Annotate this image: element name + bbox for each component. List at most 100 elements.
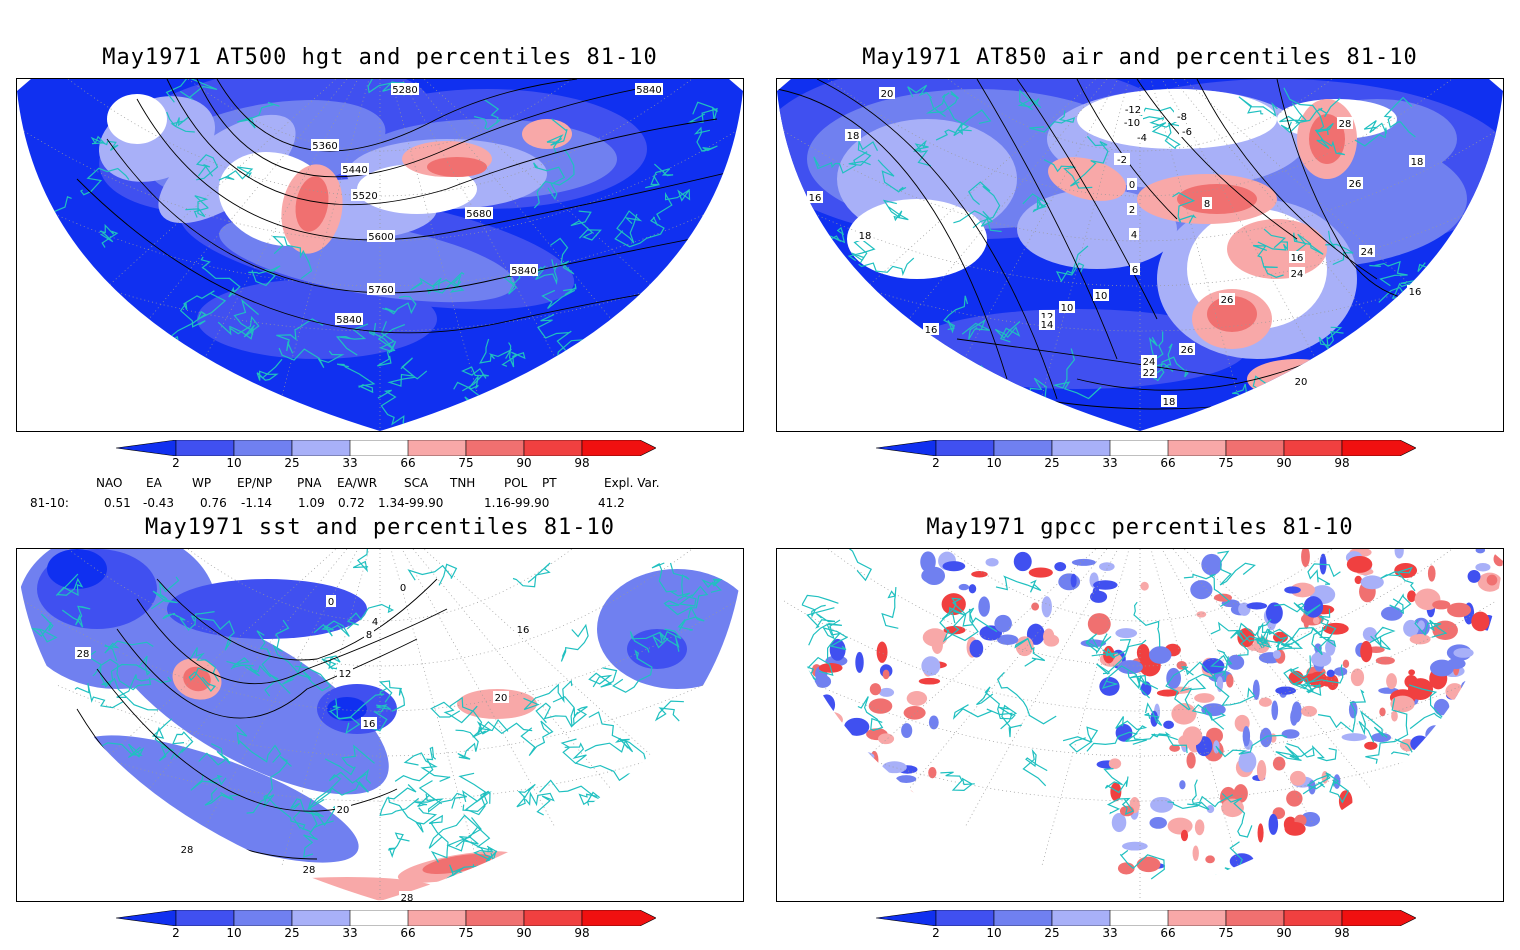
coastline xyxy=(218,166,254,181)
map-hgt500-svg: 5280 5840 5360 5440 5520 5680 5600 5840 5760 5840 xyxy=(17,79,743,431)
coastline xyxy=(524,791,555,816)
precip-anomaly-cell xyxy=(918,677,941,685)
coastline xyxy=(1070,135,1109,187)
colorbar-swatches xyxy=(116,440,656,456)
coastline xyxy=(428,814,493,852)
contour-label: -12 xyxy=(1122,103,1144,116)
tc-header: EA xyxy=(146,476,162,490)
coastline xyxy=(407,563,458,586)
coastline xyxy=(425,792,467,814)
coastline xyxy=(162,611,215,631)
precip-anomaly-cell xyxy=(1275,686,1297,695)
coastline xyxy=(535,702,579,728)
coastline xyxy=(523,679,573,711)
precip-anomaly-cell xyxy=(1451,752,1461,767)
coastline xyxy=(1151,122,1183,150)
precip-anomaly-cell xyxy=(1414,818,1422,830)
precip-anomaly-cell xyxy=(971,571,988,578)
colorbar-tick-label: 90 xyxy=(1276,456,1292,470)
precip-anomaly-cell xyxy=(1205,855,1215,864)
coastline xyxy=(1380,566,1416,592)
colorbar-segment xyxy=(523,440,583,456)
coastline xyxy=(995,575,1042,593)
precip-anomaly-cell xyxy=(1194,693,1215,703)
coastline xyxy=(582,354,609,369)
tc-header: PNA xyxy=(297,476,322,490)
precip-anomaly-cell xyxy=(1117,660,1143,675)
precip-anomaly-cell xyxy=(1386,855,1401,866)
svg-text:26: 26 xyxy=(1221,295,1234,306)
precip-anomaly-cell xyxy=(862,771,878,788)
coastline xyxy=(697,266,721,290)
svg-text:20: 20 xyxy=(881,89,894,100)
shaded-anomaly-region xyxy=(422,854,492,874)
contour-label: 18 xyxy=(857,229,873,242)
precip-anomaly-cell xyxy=(1041,596,1052,618)
precip-anomaly-cell xyxy=(921,656,941,676)
precip-anomaly-cell xyxy=(1115,628,1138,639)
precip-anomaly-cell xyxy=(843,752,868,762)
coastline xyxy=(943,295,969,334)
contour-label: 5840 xyxy=(510,264,538,277)
precip-anomaly-cell xyxy=(1445,683,1464,700)
svg-text:0: 0 xyxy=(400,583,406,594)
precip-anomaly-cell xyxy=(869,683,882,696)
precip-anomaly-cell xyxy=(1196,611,1207,618)
precip-anomaly-cell xyxy=(1463,779,1480,798)
coastline xyxy=(661,815,702,840)
coastline xyxy=(403,752,451,782)
coastline xyxy=(190,615,235,651)
precip-anomaly-cell xyxy=(1310,651,1332,667)
colorbar-hgt500: 2 10 25 33 66 75 90 98 xyxy=(116,440,656,480)
precip-anomaly-cell xyxy=(1333,667,1348,676)
svg-text:5680: 5680 xyxy=(466,209,491,220)
precip-anomaly-cell xyxy=(857,752,875,762)
coastline xyxy=(248,265,281,287)
precip-anomaly-cell xyxy=(1307,847,1329,870)
coastline xyxy=(377,389,405,427)
precip-anomaly-cell xyxy=(1149,646,1172,664)
coastline xyxy=(805,549,873,582)
colorbar-segment xyxy=(993,910,1053,926)
precip-anomaly-cell xyxy=(1493,636,1503,643)
precip-anomaly-cell xyxy=(1462,799,1474,814)
contour-label: 5440 xyxy=(341,163,369,176)
precip-anomaly-cell xyxy=(1401,825,1424,844)
coastline xyxy=(584,392,618,423)
svg-text:20: 20 xyxy=(337,805,350,816)
precip-anomaly-cell xyxy=(896,775,917,783)
precip-anomaly-cell xyxy=(1201,553,1222,576)
panel-title-gpcc: May1971 gpcc percentiles 81-10 xyxy=(926,515,1354,540)
svg-text:4: 4 xyxy=(1131,230,1137,241)
colorbar-swatches xyxy=(116,910,656,926)
precip-anomaly-cell xyxy=(1407,819,1419,828)
precip-anomaly-cell xyxy=(844,717,870,736)
coastline xyxy=(313,620,350,637)
tc-header: Expl. Var. xyxy=(604,476,660,490)
precip-anomaly-cell xyxy=(1464,677,1490,698)
coastline xyxy=(1148,331,1164,361)
coastline xyxy=(352,549,380,573)
coastline xyxy=(1446,770,1468,794)
coastline xyxy=(335,323,369,356)
colorbar-segment xyxy=(581,910,656,926)
contour-label: 16 xyxy=(1407,285,1423,298)
tc-value: 1.16-99.90 xyxy=(484,496,550,510)
colorbar-tick-label: 10 xyxy=(986,926,1002,940)
colorbar-segment xyxy=(581,440,656,456)
coastline xyxy=(368,323,396,367)
contour-label: 16 xyxy=(515,623,531,636)
contour-label: 4 xyxy=(1129,228,1139,241)
precip-anomaly-cell xyxy=(1447,602,1472,618)
contour-label: 5840 xyxy=(335,313,363,326)
coastline xyxy=(462,790,492,813)
colorbar-tick-label: 10 xyxy=(226,456,242,470)
coastline xyxy=(1213,670,1256,706)
svg-text:24: 24 xyxy=(1361,247,1374,258)
latitude-gridline xyxy=(67,79,693,197)
precip-anomaly-cell xyxy=(1430,659,1454,677)
coastline xyxy=(55,573,84,597)
coastline xyxy=(1275,745,1313,761)
precip-anomaly-cell xyxy=(1390,695,1415,713)
contour-label: -8 xyxy=(1174,110,1190,123)
